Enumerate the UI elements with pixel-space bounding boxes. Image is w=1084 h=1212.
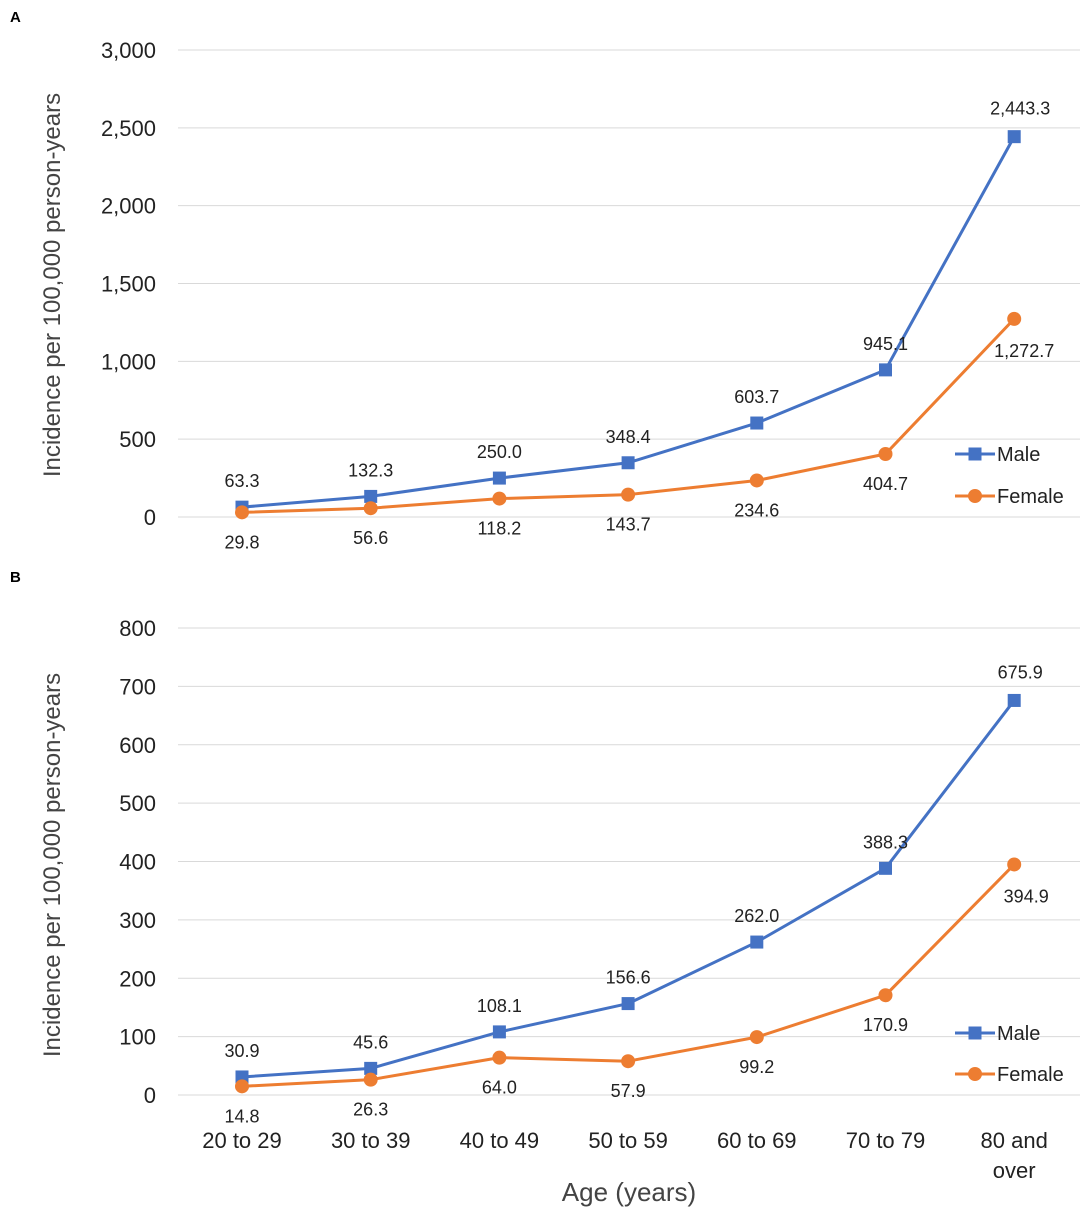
x-tick-label: 80 and over bbox=[981, 1128, 1048, 1183]
data-label-female: 56.6 bbox=[353, 528, 388, 548]
x-tick-label: 50 to 59 bbox=[588, 1128, 668, 1153]
marker-male bbox=[492, 1025, 506, 1039]
data-label-female: 118.2 bbox=[478, 519, 522, 539]
data-label-female: 1,272.7 bbox=[994, 341, 1054, 361]
legend-marker-male bbox=[968, 1026, 982, 1040]
legend-label-male: Male bbox=[997, 444, 1040, 466]
data-label-male: 156.6 bbox=[606, 968, 651, 988]
marker-female bbox=[363, 1072, 378, 1087]
data-label-female: 143.7 bbox=[606, 515, 651, 535]
y-tick-label: 200 bbox=[119, 966, 156, 991]
data-label-female: 57.9 bbox=[611, 1081, 646, 1101]
data-label-female: 234.6 bbox=[734, 500, 779, 520]
data-label-male: 262.0 bbox=[734, 906, 779, 926]
y-tick-label: 2,500 bbox=[101, 116, 156, 141]
marker-male bbox=[879, 363, 892, 377]
marker-male bbox=[492, 471, 506, 485]
marker-female bbox=[235, 1079, 249, 1094]
marker-male bbox=[750, 416, 764, 430]
y-tick-label: 0 bbox=[144, 505, 156, 530]
data-label-female: 26.3 bbox=[353, 1100, 388, 1120]
data-label-male: 945.1 bbox=[863, 334, 908, 354]
data-label-female: 404.7 bbox=[863, 474, 908, 494]
marker-female bbox=[878, 988, 893, 1003]
data-label-male: 63.3 bbox=[224, 471, 259, 491]
data-label-female: 14.8 bbox=[224, 1106, 259, 1126]
legend-marker-female bbox=[968, 489, 982, 503]
x-tick-label: 40 to 49 bbox=[460, 1128, 540, 1153]
panel-label: A bbox=[10, 9, 21, 26]
marker-male bbox=[364, 489, 378, 503]
data-label-male: 108.1 bbox=[477, 996, 522, 1016]
marker-male bbox=[1007, 130, 1021, 144]
marker-male bbox=[1007, 693, 1021, 707]
data-label-female: 29.8 bbox=[224, 532, 259, 552]
y-tick-label: 100 bbox=[119, 1025, 156, 1050]
data-label-male: 388.3 bbox=[863, 832, 908, 852]
legend-marker-male bbox=[968, 447, 982, 461]
marker-female bbox=[492, 1050, 507, 1065]
data-label-male: 675.9 bbox=[998, 662, 1043, 682]
y-tick-label: 600 bbox=[119, 733, 156, 758]
data-label-female: 64.0 bbox=[482, 1078, 517, 1098]
y-tick-label: 500 bbox=[119, 427, 156, 452]
x-tick-label: 60 to 69 bbox=[717, 1128, 797, 1153]
data-label-male: 45.6 bbox=[353, 1032, 388, 1052]
data-label-female: 99.2 bbox=[739, 1057, 774, 1077]
marker-female bbox=[621, 487, 636, 502]
data-label-male: 30.9 bbox=[224, 1041, 259, 1061]
y-tick-label: 700 bbox=[119, 674, 156, 699]
data-label-male: 2,443.3 bbox=[990, 99, 1050, 119]
y-tick-label: 1,500 bbox=[101, 272, 156, 297]
y-axis-label: Incidence per 100,000 person-years bbox=[39, 93, 66, 477]
data-label-male: 250.0 bbox=[477, 442, 522, 462]
marker-male bbox=[621, 997, 635, 1011]
marker-female bbox=[878, 447, 893, 462]
marker-female bbox=[749, 473, 764, 488]
data-label-female: 170.9 bbox=[863, 1015, 908, 1035]
data-label-male: 132.3 bbox=[348, 460, 393, 480]
series-line-male bbox=[241, 135, 1016, 509]
legend-label-male: Male bbox=[997, 1023, 1040, 1045]
y-tick-label: 800 bbox=[119, 616, 156, 641]
marker-female bbox=[621, 1054, 636, 1069]
marker-female bbox=[1007, 311, 1022, 326]
legend-label-female: Female bbox=[997, 486, 1064, 508]
marker-male bbox=[879, 861, 892, 875]
marker-female bbox=[235, 505, 249, 520]
x-tick-label: 30 to 39 bbox=[331, 1128, 411, 1153]
y-tick-label: 1,000 bbox=[101, 349, 156, 374]
data-label-male: 603.7 bbox=[734, 387, 779, 407]
x-tick-label: 20 to 29 bbox=[202, 1128, 282, 1153]
marker-female bbox=[363, 501, 378, 516]
x-axis-label: Age (years) bbox=[562, 1177, 696, 1207]
marker-female bbox=[492, 491, 507, 506]
y-tick-label: 2,000 bbox=[101, 194, 156, 219]
marker-male bbox=[621, 456, 635, 470]
marker-female bbox=[1007, 857, 1022, 872]
panel-label: B bbox=[10, 569, 21, 586]
legend-marker-female bbox=[968, 1067, 982, 1081]
y-axis-label: Incidence per 100,000 person-years bbox=[39, 673, 66, 1057]
y-tick-label: 3,000 bbox=[101, 38, 156, 63]
marker-male bbox=[750, 935, 764, 949]
legend-label-female: Female bbox=[997, 1064, 1064, 1086]
data-label-female: 394.9 bbox=[1004, 886, 1049, 906]
y-tick-label: 300 bbox=[119, 908, 156, 933]
y-tick-label: 500 bbox=[119, 791, 156, 816]
data-label-male: 348.4 bbox=[606, 427, 651, 447]
marker-male bbox=[364, 1061, 378, 1075]
x-tick-label: 70 to 79 bbox=[846, 1128, 926, 1153]
y-tick-label: 0 bbox=[144, 1083, 156, 1108]
y-tick-label: 400 bbox=[119, 850, 156, 875]
marker-female bbox=[749, 1030, 764, 1045]
